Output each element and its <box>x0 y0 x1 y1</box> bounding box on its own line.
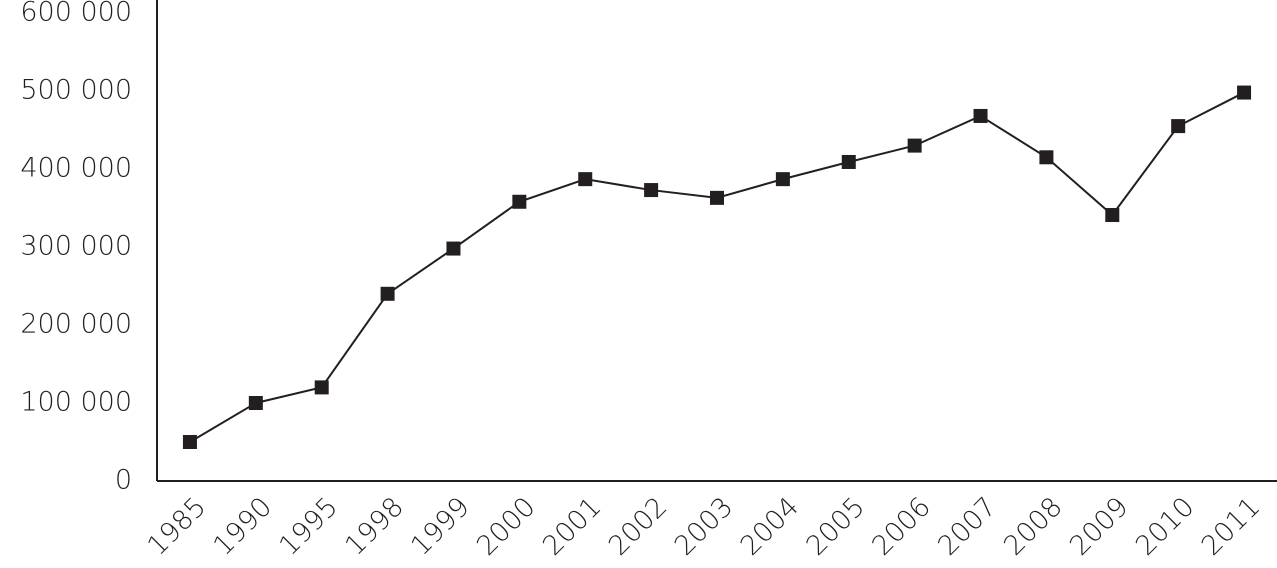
marker <box>973 108 988 123</box>
marker <box>512 194 527 209</box>
x-tick-label: 2003 <box>669 491 740 562</box>
marker <box>446 241 461 256</box>
x-tick-label: 2009 <box>1064 491 1135 562</box>
marker <box>644 183 659 198</box>
x-tick-label: 2002 <box>603 491 674 562</box>
y-tick-label: 100 000 <box>20 387 132 418</box>
marker <box>907 138 922 153</box>
y-tick-label: 400 000 <box>20 153 132 184</box>
marker <box>1105 208 1120 223</box>
x-tick-label: 2005 <box>801 491 872 562</box>
x-tick-label: 2001 <box>537 491 608 562</box>
x-tick-label: 1990 <box>208 491 279 562</box>
marker <box>182 435 197 449</box>
x-tick-label: 2000 <box>471 491 542 562</box>
y-tick-label: 0 <box>115 465 132 496</box>
line <box>189 91 1245 443</box>
marker <box>380 286 395 301</box>
x-tick-label: 1998 <box>339 491 410 562</box>
x-tick-label: 1995 <box>273 491 344 562</box>
y-tick-label: 300 000 <box>20 231 132 262</box>
x-tick-label: 2011 <box>1196 491 1267 562</box>
x-tick-label: 1999 <box>405 491 476 562</box>
marker <box>841 154 856 169</box>
x-tick-label: 1985 <box>142 491 213 562</box>
marker <box>1039 150 1054 165</box>
marker <box>1237 85 1252 100</box>
marker <box>1171 119 1186 134</box>
x-tick-label: 2006 <box>866 491 937 562</box>
x-tick-label: 2008 <box>998 491 1069 562</box>
x-tick-label: 2010 <box>1130 491 1201 562</box>
marker <box>578 172 593 187</box>
marker <box>248 396 263 410</box>
marker <box>775 172 790 187</box>
y-tick-label: 600 000 <box>20 0 132 28</box>
y-tick-label: 200 000 <box>20 309 132 340</box>
marker <box>314 380 329 395</box>
x-tick-label: 2004 <box>735 491 806 562</box>
y-tick-label: 500 000 <box>20 75 132 106</box>
marker <box>710 190 724 205</box>
x-tick-label: 2007 <box>932 491 1003 562</box>
